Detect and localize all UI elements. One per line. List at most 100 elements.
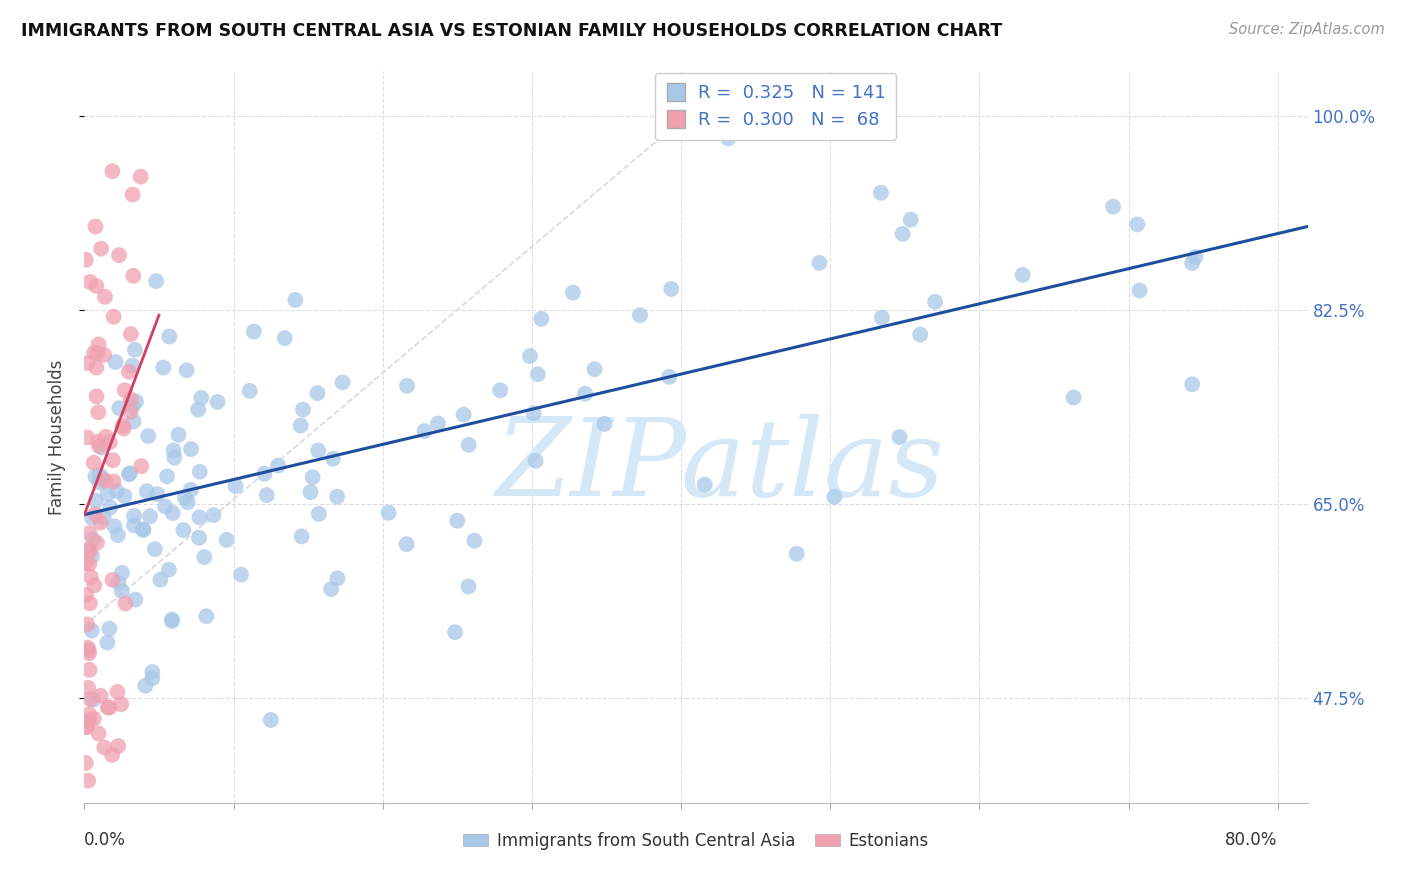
Point (195, 609, 218, 624)
Point (215, 533, 238, 547)
Point (153, 500, 176, 514)
Point (136, 429, 159, 443)
Point (80, 570, 103, 584)
Point (143, 542, 166, 557)
Point (122, 518, 145, 533)
Point (118, 467, 141, 482)
Point (86, 279, 108, 293)
Point (94, 430, 117, 444)
Point (122, 268, 145, 283)
Point (924, 294, 946, 309)
Point (427, 417, 450, 431)
Point (717, 131, 740, 145)
Point (523, 406, 546, 420)
Point (446, 514, 468, 528)
Point (132, 523, 155, 537)
Point (103, 475, 125, 489)
Point (79, 596, 101, 610)
Point (75, 252, 97, 267)
Point (108, 248, 131, 262)
Point (86, 536, 108, 550)
Y-axis label: Family Households: Family Households (48, 359, 66, 515)
Point (162, 506, 184, 520)
Point (124, 592, 146, 607)
Point (395, 537, 418, 551)
Point (457, 579, 479, 593)
Point (870, 310, 893, 325)
Point (167, 427, 190, 442)
Point (134, 679, 156, 693)
Point (101, 573, 124, 587)
Point (292, 402, 315, 417)
Point (104, 355, 127, 369)
Point (120, 405, 142, 419)
Point (89, 475, 111, 490)
Point (132, 523, 155, 537)
Point (84, 219, 107, 234)
Point (823, 490, 845, 504)
Point (145, 274, 167, 288)
Point (101, 747, 124, 762)
Point (107, 575, 129, 590)
Point (98, 435, 121, 450)
Point (93, 348, 115, 362)
Point (188, 510, 211, 524)
Point (94, 474, 117, 488)
Point (94, 290, 117, 304)
Point (76, 720, 98, 734)
Point (193, 550, 215, 565)
Point (160, 614, 183, 628)
Point (79, 692, 101, 706)
Point (307, 443, 329, 458)
Point (79, 663, 101, 677)
Point (98, 700, 121, 714)
Point (89, 516, 111, 530)
Point (1011, 268, 1033, 282)
Point (326, 490, 349, 504)
Point (290, 418, 312, 433)
Point (114, 597, 136, 611)
Point (256, 488, 278, 502)
Point (87, 405, 110, 419)
Text: ZIPatlas: ZIPatlas (496, 414, 945, 519)
Point (146, 487, 169, 501)
Point (377, 506, 399, 520)
Point (1181, 377, 1204, 392)
Point (125, 394, 148, 409)
Point (77, 681, 100, 695)
Point (243, 325, 266, 339)
Point (444, 625, 467, 640)
Point (524, 454, 547, 468)
Point (129, 459, 152, 474)
Point (135, 484, 157, 499)
Point (157, 563, 180, 577)
Point (107, 528, 129, 542)
Point (157, 329, 180, 343)
Point (180, 483, 202, 497)
Point (110, 697, 132, 711)
Point (808, 256, 831, 270)
Point (79, 526, 101, 541)
Point (187, 402, 209, 417)
Point (120, 327, 142, 342)
Point (120, 392, 142, 407)
Point (75, 756, 97, 770)
Point (103, 310, 125, 324)
Point (124, 343, 146, 357)
Point (121, 187, 143, 202)
Point (87, 726, 110, 740)
Point (80, 510, 103, 524)
Point (87, 439, 110, 453)
Point (284, 293, 307, 307)
Point (870, 186, 893, 200)
Point (83, 712, 105, 726)
Point (239, 384, 262, 398)
Point (562, 285, 585, 300)
Point (112, 421, 135, 435)
Point (139, 509, 162, 524)
Point (229, 567, 252, 582)
Point (118, 467, 141, 481)
Point (77, 557, 100, 571)
Point (900, 212, 922, 227)
Point (1063, 391, 1085, 405)
